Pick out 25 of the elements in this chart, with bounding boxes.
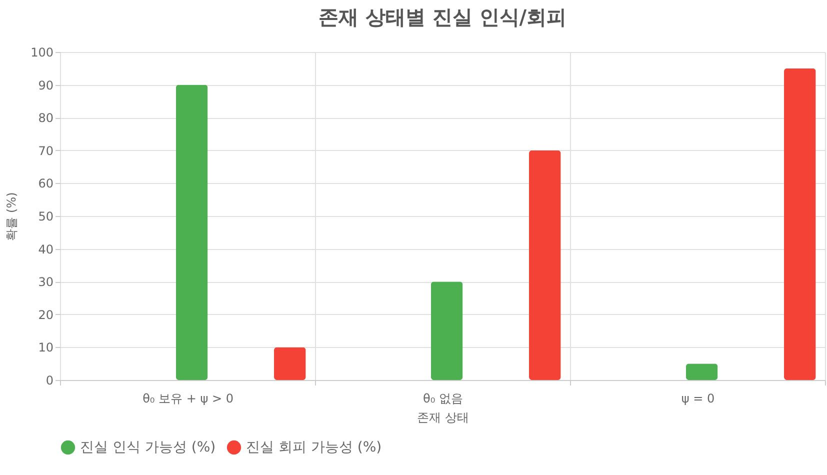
legend-label: 진실 회피 가능성 (%)	[246, 439, 382, 456]
y-tick-label: 90	[38, 78, 54, 92]
x-axis-title: 존재 상태	[417, 410, 469, 424]
y-tick-label: 0	[46, 374, 54, 388]
y-tick-label: 70	[38, 144, 54, 158]
x-tick-label: θ₀ 없음	[423, 392, 463, 406]
bar	[784, 68, 816, 380]
y-tick-label: 60	[38, 176, 54, 191]
y-tick-label: 40	[38, 242, 54, 256]
y-tick-label: 30	[38, 275, 54, 290]
bar	[430, 282, 463, 380]
bar	[529, 150, 561, 380]
x-tick-label: ψ = 0	[681, 392, 715, 406]
y-tick-label: 100	[30, 46, 54, 60]
y-tick-label: 20	[38, 308, 54, 322]
legend-label: 진실 인식 가능성 (%)	[80, 439, 216, 456]
x-tick-label: θ₀ 보유 + ψ > 0	[142, 392, 234, 406]
chart-title: 존재 상태별 진실 인식/회피	[318, 5, 567, 29]
y-tick-label: 50	[38, 210, 54, 224]
bar	[274, 347, 306, 380]
bar	[176, 84, 208, 380]
bar	[686, 364, 718, 380]
y-tick-label: 80	[38, 111, 54, 126]
y-axis-title: 확률 (%)	[4, 192, 19, 241]
y-tick-label: 10	[38, 340, 54, 355]
